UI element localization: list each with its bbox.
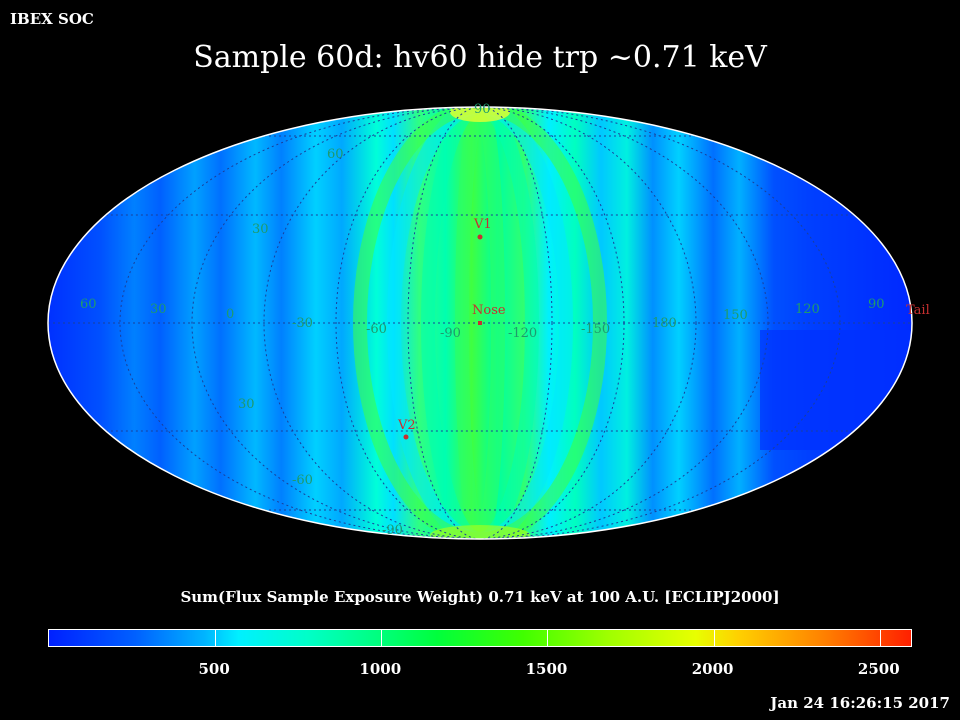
lon-label: 150 xyxy=(723,308,748,323)
colorbar-tick-label: 1500 xyxy=(525,660,568,678)
map-title: Sample 60d: hv60 hide trp ~0.71 keV xyxy=(193,40,767,75)
colorbar-tick xyxy=(879,630,881,646)
marker-v2 xyxy=(403,434,409,440)
colorbar-tick xyxy=(215,630,217,646)
lon-label: -30 xyxy=(292,316,313,331)
lon-label: 0 xyxy=(226,307,234,322)
lat-label: 30 xyxy=(238,397,255,412)
colorbar-title: Sum(Flux Sample Exposure Weight) 0.71 ke… xyxy=(180,588,780,606)
colorbar-tick xyxy=(381,630,383,646)
lat-label: 60 xyxy=(327,147,344,162)
colorbar-tick-label: 2000 xyxy=(691,660,734,678)
lon-label: -90 xyxy=(440,326,461,341)
marker-nose xyxy=(478,321,482,325)
lat-label: 30 xyxy=(252,222,269,237)
marker-v2-label: V2 xyxy=(397,418,416,433)
lon-label: 60 xyxy=(80,297,97,312)
marker-tail-label: Tail xyxy=(906,303,930,318)
colorbar-tick-label: 1000 xyxy=(359,660,402,678)
lon-label: 90 xyxy=(868,297,885,312)
lat-label: -60 xyxy=(292,473,313,488)
marker-v1 xyxy=(477,234,483,240)
lon-label: -60 xyxy=(366,322,387,337)
lon-label: 120 xyxy=(795,302,820,317)
lon-label: 180 xyxy=(652,316,677,331)
lon-label: -120 xyxy=(508,326,537,341)
timestamp: Jan 24 16:26:15 2017 xyxy=(770,694,950,712)
meridian-line xyxy=(263,107,697,539)
colorbar-tick xyxy=(547,630,549,646)
lat-label: -90 xyxy=(382,523,403,538)
lat-label: 90 xyxy=(474,102,491,117)
colorbar-tick-label: 500 xyxy=(198,660,230,678)
colorbar-tick xyxy=(713,630,715,646)
sky-map: 90 60 30 30 -60 -90 60 30 0 -30 -60 -90 … xyxy=(47,102,930,540)
lon-label: 30 xyxy=(150,302,167,317)
lon-label: -150 xyxy=(581,322,610,337)
colorbar-tick-label: 2500 xyxy=(857,660,900,678)
marker-v1-label: V1 xyxy=(473,217,492,232)
marker-nose-label: Nose xyxy=(472,303,506,318)
colorbar xyxy=(48,629,912,647)
org-label: IBEX SOC xyxy=(10,10,94,28)
